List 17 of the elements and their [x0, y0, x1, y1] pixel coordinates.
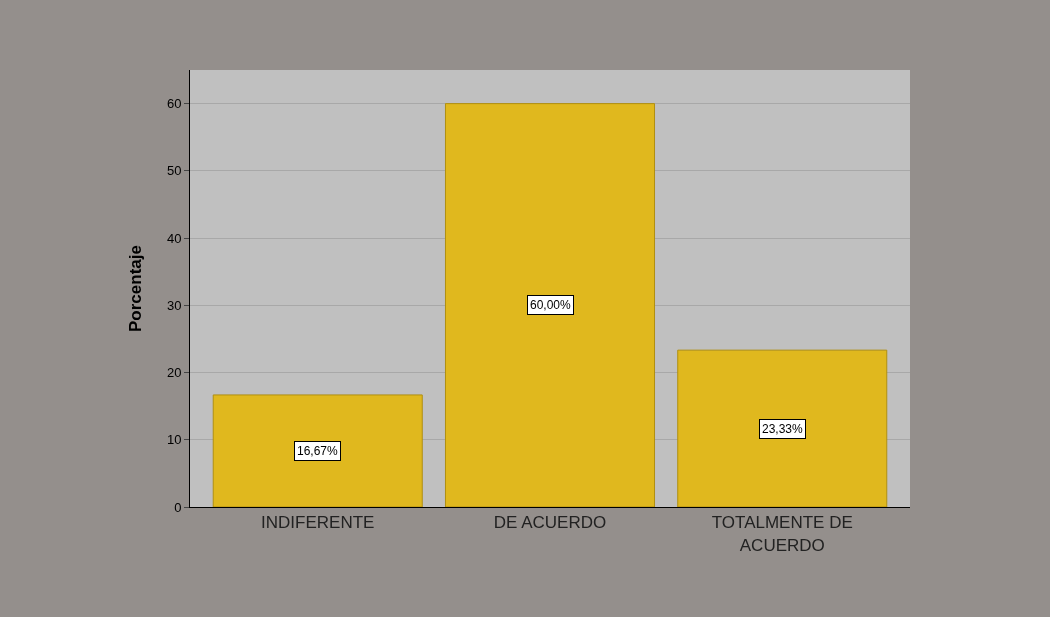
data-label: 23,33%: [762, 422, 804, 436]
y-tick-label: 20: [166, 365, 182, 381]
y-tick-label: 30: [166, 297, 182, 313]
y-axis-title: Porcentaje: [126, 245, 146, 332]
y-tick-label: 0: [174, 499, 182, 515]
bar: [212, 394, 423, 507]
bar: [677, 349, 888, 507]
data-label: 16,67%: [297, 444, 339, 458]
data-label: 60,00%: [530, 298, 572, 312]
y-tick-label: 60: [166, 96, 182, 112]
y-tick-label: 40: [166, 230, 182, 246]
y-tick-label: 50: [166, 163, 182, 179]
x-tick-label: INDIFERENTE: [261, 513, 375, 533]
x-tick-label: DE ACUERDO: [493, 513, 607, 533]
y-tick-label: 10: [166, 432, 182, 448]
bar: [444, 103, 656, 507]
x-tick-label: TOTALMENTE DE ACUERDO: [711, 513, 853, 555]
